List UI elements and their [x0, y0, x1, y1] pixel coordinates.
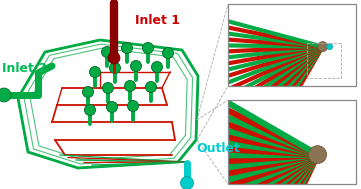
Circle shape	[84, 105, 96, 115]
Polygon shape	[18, 40, 198, 168]
Circle shape	[106, 101, 117, 112]
Circle shape	[143, 43, 153, 53]
Circle shape	[318, 42, 328, 52]
Circle shape	[130, 60, 142, 71]
Bar	[228, 100, 356, 184]
Circle shape	[180, 177, 193, 189]
Circle shape	[109, 63, 121, 74]
Circle shape	[83, 87, 93, 98]
Circle shape	[125, 81, 135, 91]
Circle shape	[162, 47, 174, 59]
Circle shape	[145, 81, 157, 92]
Circle shape	[152, 61, 162, 73]
Text: Inlet 2: Inlet 2	[2, 62, 47, 75]
Circle shape	[101, 46, 113, 57]
Circle shape	[309, 146, 327, 164]
Circle shape	[108, 52, 120, 64]
Circle shape	[127, 101, 139, 112]
Bar	[228, 4, 356, 86]
Bar	[307, 43, 341, 78]
Text: Inlet 1: Inlet 1	[135, 14, 180, 27]
Bar	[228, 4, 356, 86]
Circle shape	[0, 88, 11, 102]
Circle shape	[90, 67, 100, 77]
Text: Outlet: Outlet	[196, 142, 240, 155]
Circle shape	[122, 43, 132, 53]
Circle shape	[327, 44, 333, 50]
Circle shape	[103, 83, 113, 94]
Bar	[228, 100, 356, 184]
